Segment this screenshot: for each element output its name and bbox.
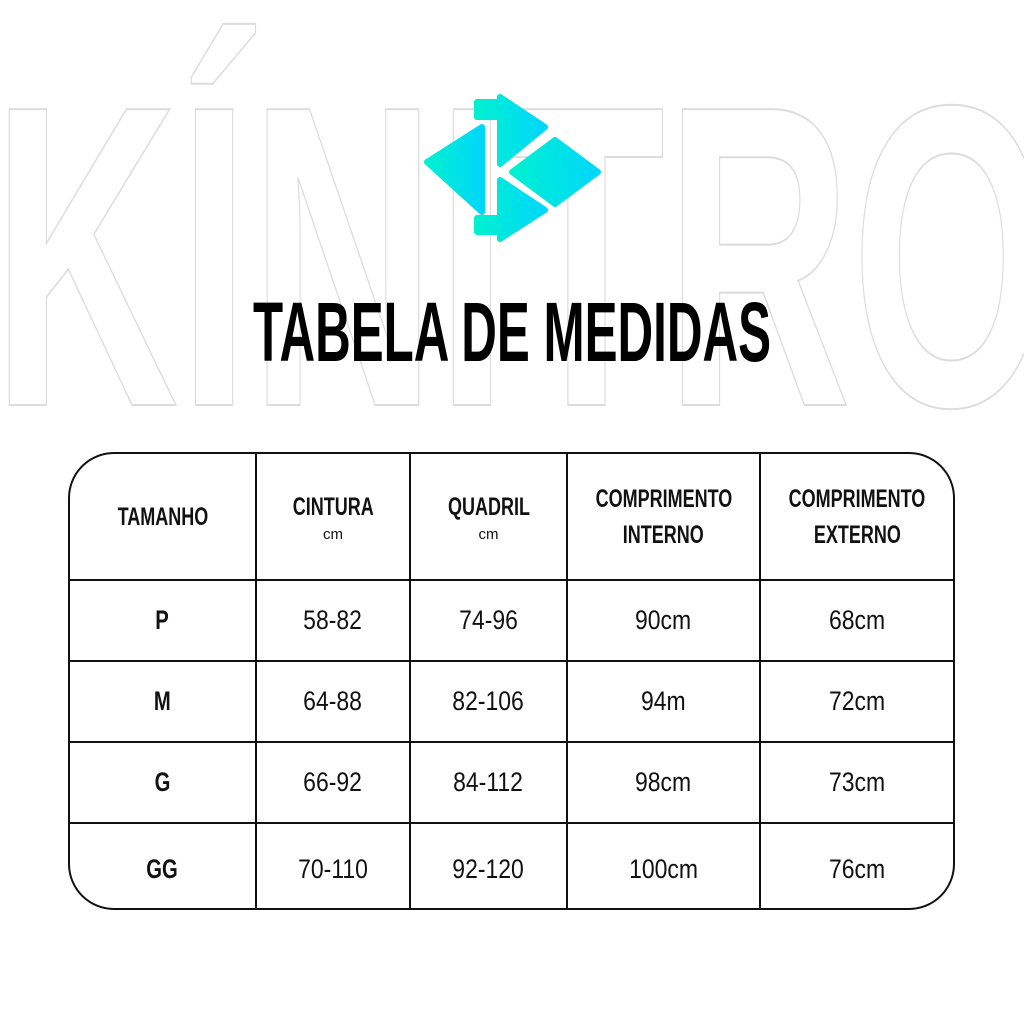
size-chart-table: TAMANHO CINTURA cm QUADRIL cm COMPRIMENTO I…: [68, 452, 955, 910]
cintura-cell: 64-88: [255, 660, 411, 743]
cintura-cell: 66-92: [255, 741, 411, 824]
header-quadril: QUADRIL cm: [409, 454, 568, 581]
cintura-cell: 58-82: [255, 579, 411, 662]
interno-cell: 98cm: [566, 741, 761, 824]
quadril-cell: 82-106: [409, 660, 568, 743]
externo-cell: 68cm: [759, 579, 953, 662]
header-comprimento-externo: COMPRIMENTO EXTERNO: [759, 454, 953, 581]
table-row: GG 70-110 92-120 100cm 76cm: [70, 822, 953, 908]
kinitro-logo-icon: [424, 94, 601, 242]
externo-cell: 76cm: [759, 822, 953, 908]
cintura-cell: 70-110: [255, 822, 411, 908]
page-title: TABELA DE MEDIDAS: [253, 288, 771, 368]
table-header-row: TAMANHO CINTURA cm QUADRIL cm COMPRIMENTO I…: [70, 454, 953, 581]
quadril-cell: 74-96: [409, 579, 568, 662]
size-cell: M: [70, 660, 257, 743]
externo-cell: 73cm: [759, 741, 953, 824]
size-cell: G: [70, 741, 257, 824]
header-comprimento-interno: COMPRIMENTO INTERNO: [566, 454, 761, 581]
table-row: P 58-82 74-96 90cm 68cm: [70, 579, 953, 662]
table-row: M 64-88 82-106 94m 72cm: [70, 660, 953, 743]
header-cintura: CINTURA cm: [255, 454, 411, 581]
quadril-cell: 84-112: [409, 741, 568, 824]
header-tamanho: TAMANHO: [70, 454, 257, 581]
interno-cell: 100cm: [566, 822, 761, 908]
interno-cell: 90cm: [566, 579, 761, 662]
quadril-cell: 92-120: [409, 822, 568, 908]
interno-cell: 94m: [566, 660, 761, 743]
externo-cell: 72cm: [759, 660, 953, 743]
size-cell: GG: [70, 822, 257, 908]
svg-text:TABELA DE MEDIDAS: TABELA DE MEDIDAS: [253, 288, 771, 368]
table-row: G 66-92 84-112 98cm 73cm: [70, 741, 953, 824]
size-cell: P: [70, 579, 257, 662]
